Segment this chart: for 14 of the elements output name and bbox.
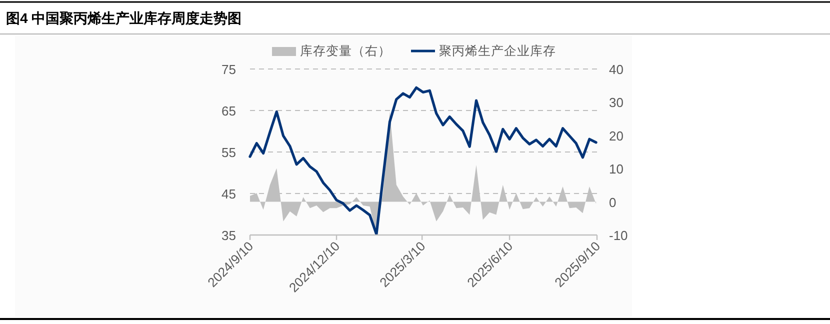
y-tick-label: 45 [222,186,236,202]
y2-tick-label: 30 [609,95,624,110]
y2-tick-label: 0 [609,194,616,210]
y-tick-label: 55 [222,145,236,160]
y-tick-label: 35 [222,228,236,243]
y2-tick-label: -10 [609,228,628,243]
y2-tick-label: 40 [609,62,624,77]
title: 图4 中国聚丙烯生产业库存周度走势图 [6,10,242,26]
y-tick-label: 75 [222,62,236,77]
y2-tick-label: 20 [609,128,624,144]
y2-tick-label: 10 [609,162,624,177]
y-tick-label: 65 [222,104,236,118]
legend-label: 库存变量（右） [300,44,391,58]
legend-label: 聚丙烯生产企业库存 [439,44,556,58]
